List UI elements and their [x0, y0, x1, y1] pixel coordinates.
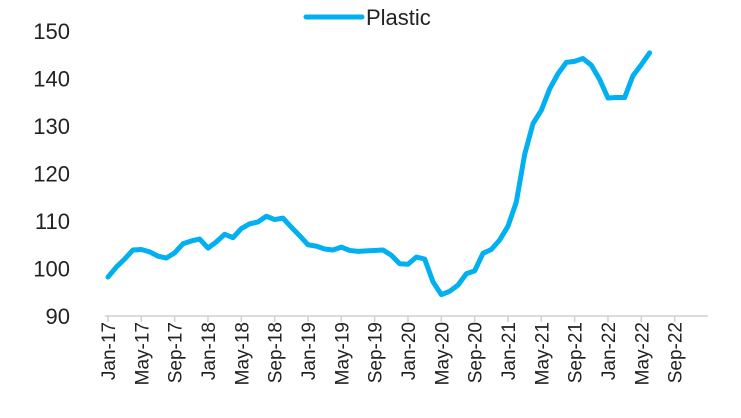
y-tick-label: 130 [33, 114, 70, 139]
x-tick-label: Sep-22 [666, 322, 687, 383]
x-tick-label: Jan-21 [499, 322, 520, 380]
y-tick-label: 120 [33, 162, 70, 187]
y-tick-label: 100 [33, 257, 70, 282]
x-tick-label: May-18 [232, 322, 253, 385]
x-tick-label: May-21 [532, 322, 553, 385]
x-tick-label: May-20 [432, 322, 453, 385]
x-tick-label: Jan-18 [199, 322, 220, 380]
legend-label-plastic: Plastic [366, 5, 431, 30]
legend: Plastic [303, 5, 431, 30]
y-tick-label: 140 [33, 67, 70, 92]
x-tick-label: Jan-17 [99, 322, 120, 380]
y-tick-label: 90 [46, 304, 70, 329]
x-tick-label: Sep-19 [366, 322, 387, 383]
y-tick-label: 110 [35, 209, 70, 234]
x-axis-ticks [107, 316, 676, 322]
x-tick-label: Sep-18 [266, 322, 287, 383]
y-axis-ticks: 90 100 110 120 130 140 150 [33, 19, 70, 329]
x-tick-label: May-22 [632, 322, 653, 385]
x-tick-label: Sep-17 [166, 322, 187, 383]
x-tick-label: May-19 [332, 322, 353, 385]
x-tick-label: Sep-20 [466, 322, 487, 383]
x-tick-label: May-17 [132, 322, 153, 385]
y-tick-label: 150 [33, 19, 70, 44]
x-tick-label: Jan-20 [399, 322, 420, 380]
x-axis-labels: Jan-17 May-17 Sep-17 Jan-18 May-18 Sep-18 Jan-… [99, 322, 687, 385]
x-tick-label: Jan-19 [299, 322, 320, 380]
x-tick-label: Jan-22 [599, 322, 620, 380]
series-line-plastic [105, 50, 653, 298]
x-tick-label: Sep-21 [566, 322, 587, 383]
